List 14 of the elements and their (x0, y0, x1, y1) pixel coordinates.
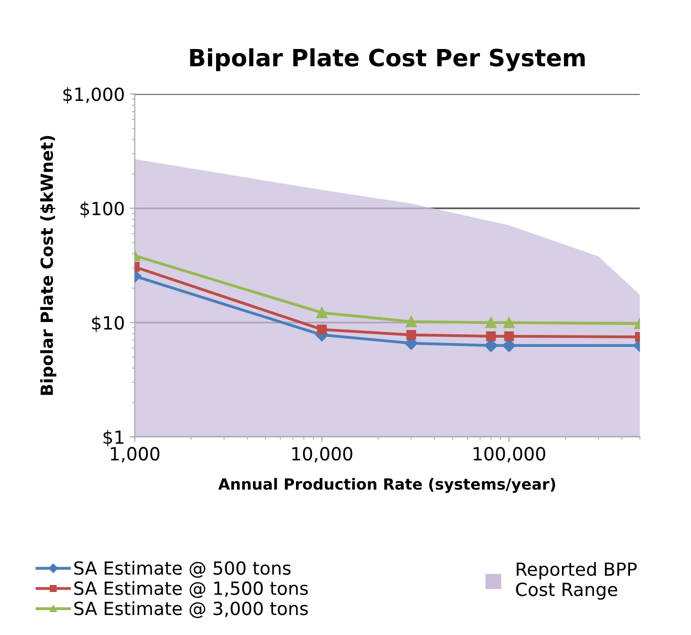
legend-label: Reported BPP Cost Range (516, 562, 637, 600)
legend-label: SA Estimate @ 3,000 tons (74, 601, 308, 618)
chart-title: Bipolar Plate Cost Per System (190, 48, 585, 72)
x-axis-title: Annual Production Rate (systems/year) (218, 478, 556, 493)
y-axis-title: Bipolar Plate Cost ($kWnet) (40, 136, 56, 395)
legend-label: SA Estimate @ 500 tons (74, 560, 291, 578)
x-tick-label: 1,000 (110, 446, 160, 462)
y-tick-label: $10 (92, 316, 124, 332)
x-tick-label: 100,000 (474, 446, 546, 462)
y-tick-label: $1 (104, 430, 124, 446)
x-tick-label: 10,000 (292, 446, 352, 462)
y-tick-label: $100 (80, 201, 124, 218)
legend-label: SA Estimate @ 1,500 tons (74, 581, 308, 598)
y-tick-label: $1,000 (63, 87, 124, 104)
